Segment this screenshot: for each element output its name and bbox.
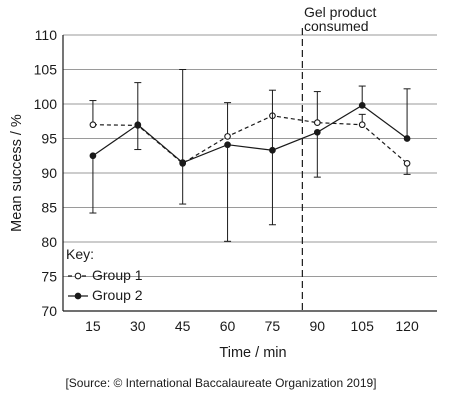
data-point-group-2-120 <box>403 135 411 142</box>
x-tick-label-90: 90 <box>310 318 326 334</box>
legend-label-group-1: Group 1 <box>92 267 143 283</box>
x-tick-label-45: 45 <box>175 318 191 334</box>
y-tick-label-70: 70 <box>41 303 57 319</box>
x-axis-title: Time / min <box>219 345 286 361</box>
data-point-group-2-75 <box>269 146 276 154</box>
data-point-group-1-90 <box>313 119 321 126</box>
data-point-group-2-15 <box>89 152 97 160</box>
x-tick-label-15: 15 <box>85 318 101 334</box>
legend: Key: Group 1 Group 2 <box>66 246 143 303</box>
data-point-group-1-15 <box>89 121 97 129</box>
series-line-group-2 <box>92 104 408 164</box>
y-tick-label-80: 80 <box>41 234 57 250</box>
series-line-group-1 <box>92 115 408 165</box>
data-point-group-1-105 <box>358 121 366 129</box>
annotation-line-1: Gel product <box>304 4 376 20</box>
x-tick-label-105: 105 <box>351 318 375 334</box>
y-tick-label-85: 85 <box>41 200 57 216</box>
series-layer <box>89 69 411 242</box>
y-tick-label-105: 105 <box>34 62 58 78</box>
y-tick-label-75: 75 <box>41 269 57 285</box>
data-point-group-2-90 <box>313 128 321 136</box>
legend-label-group-2: Group 2 <box>92 287 143 303</box>
y-tick-label-95: 95 <box>41 131 57 147</box>
data-point-group-2-105 <box>358 102 366 109</box>
data-point-group-2-60 <box>224 141 231 149</box>
x-tick-label-120: 120 <box>395 318 419 334</box>
data-point-group-2-45 <box>179 159 187 166</box>
y-tick-label-110: 110 <box>35 27 58 43</box>
legend-marker-group-1 <box>74 272 82 280</box>
x-tick-label-60: 60 <box>220 318 236 334</box>
x-tick-label-30: 30 <box>130 318 146 334</box>
y-tick-label-100: 100 <box>34 96 58 112</box>
legend-title: Key: <box>66 246 94 262</box>
grid-layer <box>63 34 437 277</box>
data-point-group-1-60 <box>224 133 231 140</box>
legend-marker-group-2 <box>74 292 82 300</box>
source-note: [Source: © International Baccalaureate O… <box>65 376 376 390</box>
data-point-group-2-30 <box>134 121 142 129</box>
y-axis-title: Mean success / % <box>9 114 25 232</box>
y-tick-label-90: 90 <box>41 165 57 181</box>
data-point-group-1-120 <box>403 159 411 167</box>
axis-layer: 70 75 80 85 90 95 100 105 110 15 30 45 60 75 90 105 120 <box>34 27 437 334</box>
annotation-line-2: consumed <box>304 18 369 34</box>
x-tick-label-75: 75 <box>265 318 281 334</box>
